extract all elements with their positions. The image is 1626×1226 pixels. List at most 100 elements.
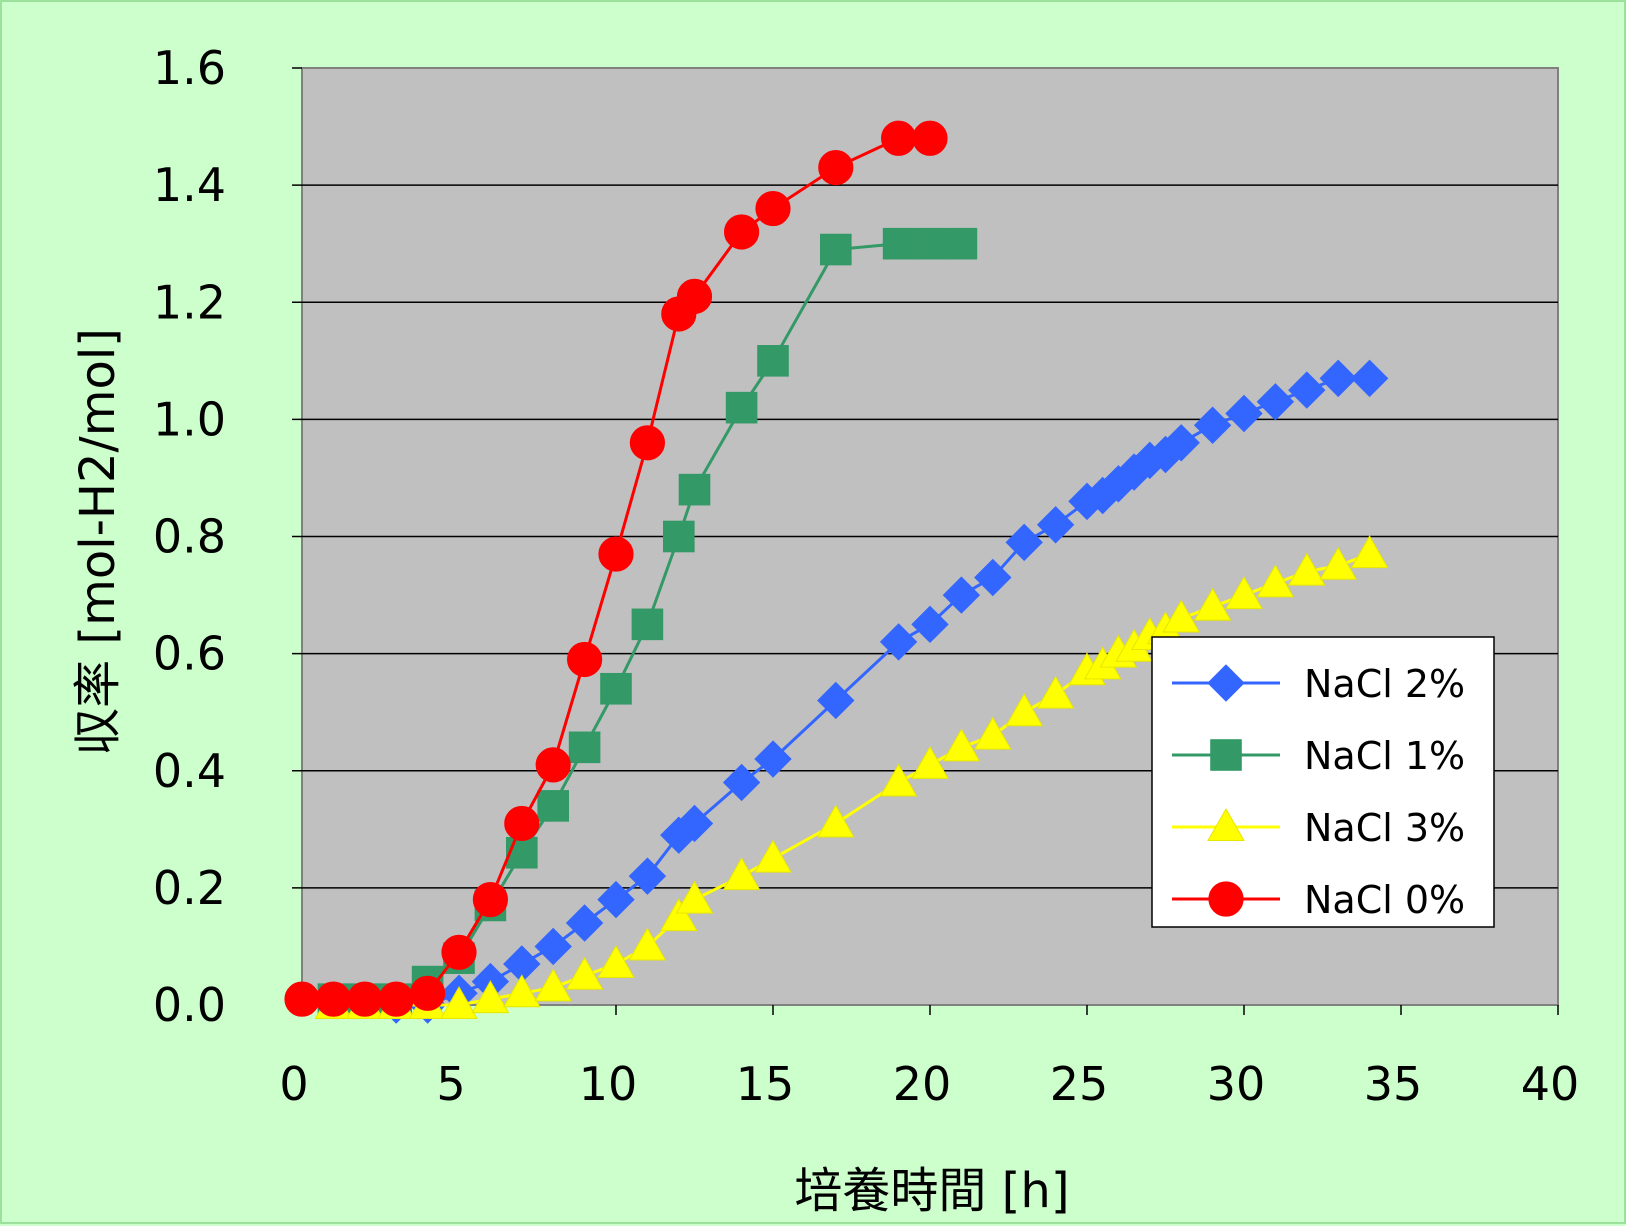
data-point-nacl-0- xyxy=(315,981,351,1017)
legend-box xyxy=(1151,636,1495,928)
data-point-nacl-3- xyxy=(597,944,635,979)
data-point-nacl-3- xyxy=(816,804,855,838)
data-point-nacl-3- xyxy=(879,763,918,797)
data-point-nacl-2- xyxy=(1288,371,1326,409)
data-point-nacl-3- xyxy=(1319,546,1358,580)
y-tick-labels: 0.0 0.2 0.4 0.6 0.8 1.0 1.2 1.4 1.6 xyxy=(153,41,302,1032)
x-tick-label: 0 xyxy=(279,1057,308,1111)
data-point-nacl-0- xyxy=(378,981,414,1017)
data-point-nacl-0- xyxy=(912,120,948,156)
data-point-nacl-0- xyxy=(676,278,713,314)
y-tick-label: 0.2 xyxy=(153,861,226,915)
legend-marker xyxy=(1207,664,1245,702)
data-point-nacl-2- xyxy=(879,623,918,661)
data-point-nacl-3- xyxy=(973,716,1012,750)
y-tick-label: 0.4 xyxy=(153,744,226,798)
data-point-nacl-3- xyxy=(1162,599,1201,633)
data-point-nacl-2- xyxy=(1005,523,1043,562)
data-point-nacl-2- xyxy=(911,605,949,644)
data-point-nacl-2- xyxy=(1256,383,1295,421)
legend-item: NaCl 2% xyxy=(1172,662,1465,706)
x-tick-label: 10 xyxy=(579,1057,638,1111)
data-point-nacl-3- xyxy=(675,880,714,914)
x-tick-label: 35 xyxy=(1364,1057,1423,1111)
data-point-nacl-3- xyxy=(942,728,981,762)
data-point-nacl-1- xyxy=(678,473,711,506)
y-tick-label: 1.6 xyxy=(153,41,226,95)
data-point-nacl-1- xyxy=(631,608,664,641)
data-point-nacl-2- xyxy=(754,740,792,778)
data-point-nacl-3- xyxy=(628,927,667,961)
legend-marker xyxy=(1207,807,1245,841)
x-axis-title: 培養時間 [h] xyxy=(794,1163,1069,1219)
data-point-nacl-2- xyxy=(675,804,714,843)
data-point-nacl-1- xyxy=(725,391,758,424)
x-tick-label: 5 xyxy=(436,1057,465,1111)
data-point-nacl-0- xyxy=(472,881,508,918)
data-point-nacl-1- xyxy=(914,227,946,260)
data-point-nacl-0- xyxy=(347,981,383,1017)
data-point-nacl-3- xyxy=(659,898,698,932)
data-point-nacl-2- xyxy=(628,857,667,895)
y-tick-label: 1.2 xyxy=(153,275,226,329)
data-point-nacl-0- xyxy=(629,425,666,461)
data-point-nacl-2- xyxy=(1225,394,1263,433)
data-point-nacl-1- xyxy=(757,345,789,377)
x-tick-label: 20 xyxy=(893,1057,952,1111)
data-point-nacl-3- xyxy=(1005,693,1044,727)
data-point-nacl-2- xyxy=(565,904,604,942)
data-point-nacl-0- xyxy=(881,120,917,156)
data-point-nacl-0- xyxy=(724,214,760,250)
data-point-nacl-3- xyxy=(471,980,510,1014)
legend-item: NaCl 1% xyxy=(1172,734,1465,778)
y-tick-label: 1.4 xyxy=(153,158,226,212)
data-point-nacl-3- xyxy=(440,985,478,1019)
x-tick-label: 40 xyxy=(1521,1057,1580,1111)
series-nacl-2- xyxy=(377,359,1389,1024)
legend-item: NaCl 0% xyxy=(1172,878,1465,922)
legend-marker xyxy=(1210,739,1242,771)
x-tick-labels: 0 5 10 15 20 25 30 35 40 xyxy=(279,1005,1579,1111)
data-point-nacl-0- xyxy=(567,641,603,678)
data-point-nacl-1- xyxy=(882,227,915,260)
legend-label: NaCl 0% xyxy=(1304,878,1465,922)
data-point-nacl-2- xyxy=(1319,359,1357,398)
data-point-nacl-1- xyxy=(568,731,601,764)
data-point-nacl-2- xyxy=(1036,506,1075,544)
data-point-nacl-3- xyxy=(534,968,573,1002)
data-point-nacl-0- xyxy=(410,975,446,1011)
data-point-nacl-2- xyxy=(722,763,761,802)
data-point-nacl-3- xyxy=(1350,535,1389,569)
data-point-nacl-1- xyxy=(537,790,570,822)
data-point-nacl-1- xyxy=(663,520,695,553)
data-point-nacl-3- xyxy=(1193,587,1232,621)
data-point-nacl-0- xyxy=(504,805,540,842)
x-tick-label: 25 xyxy=(1050,1057,1109,1111)
data-point-nacl-2- xyxy=(942,576,981,614)
data-point-nacl-2- xyxy=(817,681,855,720)
y-tick-label: 1.0 xyxy=(153,392,226,446)
data-point-nacl-2- xyxy=(974,558,1012,597)
legend-item: NaCl 3% xyxy=(1172,806,1465,850)
data-point-nacl-0- xyxy=(441,934,477,970)
legend: NaCl 2% NaCl 1% NaCl 3% NaCl 0% xyxy=(1151,636,1495,928)
data-point-nacl-0- xyxy=(598,536,634,572)
data-point-nacl-0- xyxy=(818,149,854,186)
data-point-nacl-2- xyxy=(1193,406,1232,444)
legend-label: NaCl 2% xyxy=(1304,662,1465,706)
data-point-nacl-2- xyxy=(534,927,572,966)
y-axis-title: 収率 [mol-H2/mol] xyxy=(70,328,126,756)
legend-marker xyxy=(1208,881,1244,917)
series-nacl-0- xyxy=(284,120,948,1017)
data-point-nacl-3- xyxy=(911,745,949,779)
data-point-nacl-3- xyxy=(565,956,604,990)
data-point-nacl-3- xyxy=(1287,552,1326,586)
data-point-nacl-3- xyxy=(722,857,761,891)
legend-label: NaCl 3% xyxy=(1304,806,1465,850)
data-point-nacl-0- xyxy=(755,190,791,227)
data-point-nacl-1- xyxy=(945,227,978,260)
legend-label: NaCl 1% xyxy=(1304,734,1465,778)
y-tick-label: 0.8 xyxy=(153,510,226,564)
